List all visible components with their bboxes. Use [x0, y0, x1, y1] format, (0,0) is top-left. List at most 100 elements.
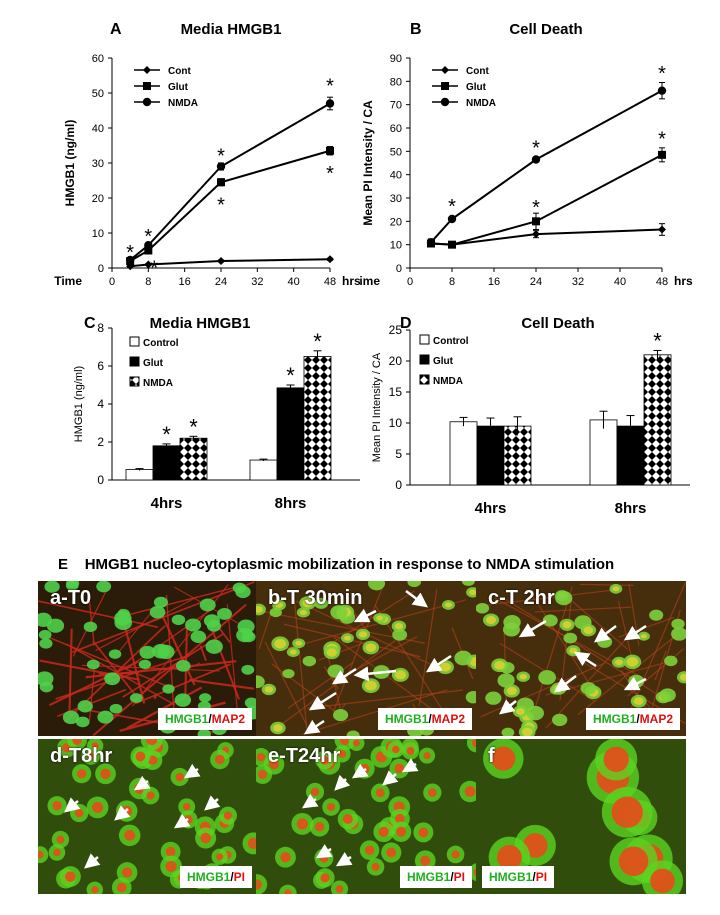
legend-label: NMDA: [168, 98, 198, 109]
pi-nucleus: [464, 786, 476, 797]
y-tick-label: 80: [390, 76, 402, 88]
x-tick-label: 0: [407, 276, 413, 288]
cell-nucleus: [538, 670, 556, 685]
cell-nucleus: [153, 596, 168, 608]
pi-nucleus: [65, 871, 76, 882]
data-point: [658, 225, 666, 234]
cell-nucleus: [114, 615, 133, 630]
cell-nucleus-center: [485, 616, 497, 625]
cell-nucleus-center: [302, 598, 313, 608]
cell-nucleus-center: [521, 727, 533, 736]
chart-title: Cell Death: [509, 21, 582, 38]
bar: [249, 459, 278, 481]
cell-nucleus: [454, 650, 473, 666]
significance-star: *: [658, 63, 666, 85]
cell-nucleus: [269, 607, 282, 618]
cell-nucleus: [108, 649, 122, 659]
pi-nucleus: [56, 835, 65, 844]
legend-marker: [440, 97, 450, 107]
micrograph-label: c-T 2hr: [488, 587, 555, 609]
data-point: [217, 257, 225, 265]
x-axis-label: Time: [360, 274, 380, 288]
y-tick-label: 50: [92, 88, 104, 100]
bar: [179, 437, 208, 481]
arrow-indicator: [334, 774, 351, 791]
pi-nucleus: [296, 818, 308, 830]
stain-legend-slash: /: [636, 712, 640, 726]
stain-legend: HMGB1/PI: [482, 866, 555, 888]
pi-nucleus: [451, 850, 460, 859]
neurite: [293, 593, 308, 729]
cell-nucleus: [38, 671, 54, 687]
micrograph-label: b-T 30min: [268, 587, 363, 609]
arrow-indicator: [594, 625, 617, 643]
neurite: [81, 664, 220, 672]
stain-legend-green: HMGB1: [186, 870, 231, 884]
neurite: [68, 628, 73, 712]
pi-nucleus: [618, 846, 649, 877]
panel-e-title-text: HMGB1 nucleo-cytoplasmic mobilization in…: [84, 556, 615, 573]
cell-nucleus: [162, 684, 175, 694]
cell-nucleus: [138, 659, 152, 669]
bar: [503, 425, 532, 486]
legend-label: NMDA: [433, 376, 463, 387]
cell-nucleus: [485, 691, 502, 705]
cell-nucleus-center: [256, 606, 263, 613]
cell-nucleus: [237, 619, 255, 634]
panel-e-title: E HMGB1 nucleo-cytoplasmic mobilization …: [58, 556, 614, 573]
legend-marker: [441, 82, 449, 90]
x-tick-label: 32: [251, 276, 263, 288]
cell-nucleus: [552, 713, 568, 727]
cell-nucleus: [46, 618, 65, 633]
data-point: [532, 230, 540, 239]
cell-nucleus: [104, 672, 121, 686]
cell-nucleus: [671, 627, 686, 641]
x-tick-label: 24: [530, 276, 542, 288]
stain-legend: HMGB1/PI: [179, 866, 252, 888]
stain-legend-red: PI: [453, 870, 465, 884]
arrow-indicator: [84, 853, 101, 869]
arrow-indicator: [173, 813, 191, 829]
pi-nucleus: [395, 813, 405, 824]
cell-nucleus: [461, 581, 475, 587]
arrow-indicator: [301, 793, 319, 809]
pi-nucleus: [121, 867, 133, 878]
cell-nucleus-center: [343, 635, 351, 641]
arrow-indicator: [518, 619, 547, 638]
micrograph-panel: f HMGB1/PI: [476, 739, 686, 894]
neurite: [199, 645, 207, 661]
stain-legend-slash: /: [230, 870, 234, 884]
legend-swatch: [129, 336, 140, 347]
pi-nucleus: [135, 751, 146, 762]
cell-nucleus: [217, 607, 232, 620]
pi-nucleus: [72, 739, 82, 746]
arrow-indicator: [303, 719, 325, 735]
pi-nucleus: [182, 802, 191, 811]
pi-nucleus: [428, 788, 437, 797]
cell-nucleus: [649, 609, 664, 621]
arrow-indicator: [425, 654, 452, 673]
neurite: [302, 689, 448, 735]
y-tick-label: 4: [97, 397, 104, 411]
significance-star: *: [286, 363, 295, 388]
cell-nucleus-center: [289, 649, 297, 655]
significance-star: *: [217, 145, 225, 167]
pi-nucleus: [53, 848, 61, 857]
pi-nucleus: [165, 860, 177, 872]
cell-nucleus-center: [358, 631, 368, 638]
x-tick-label: 24: [215, 276, 227, 288]
cell-nucleus: [203, 614, 220, 628]
neurite: [478, 588, 619, 607]
series-line: [430, 228, 663, 246]
legend-marker: [441, 66, 449, 74]
stain-legend: HMGB1/PI: [399, 866, 472, 888]
legend-marker: [143, 66, 151, 74]
neurite: [341, 703, 346, 709]
arrow-indicator: [401, 758, 419, 773]
x-tick-label: 8: [449, 276, 455, 288]
pi-nucleus: [310, 787, 320, 797]
pi-nucleus: [418, 827, 429, 838]
cell-nucleus-center: [274, 638, 287, 649]
pi-nucleus: [491, 746, 516, 771]
cell-nucleus-center: [583, 626, 594, 634]
